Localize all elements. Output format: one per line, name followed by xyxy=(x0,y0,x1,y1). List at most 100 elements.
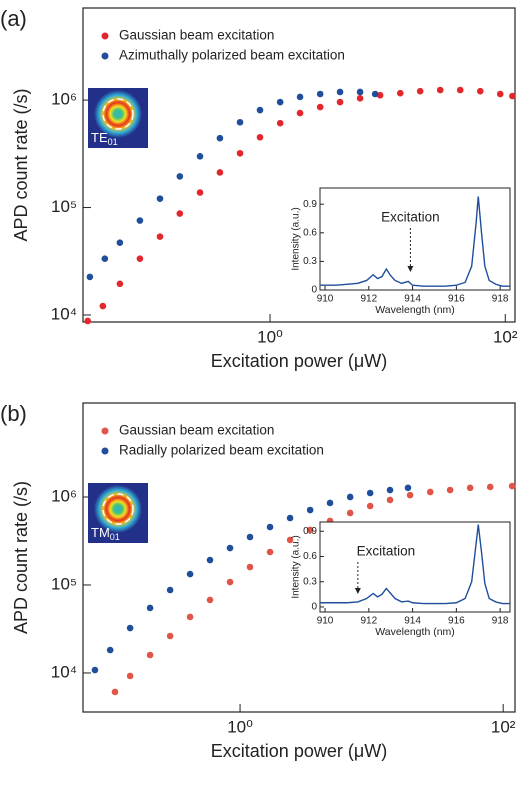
y-tick-label: 10⁵ xyxy=(51,197,77,216)
x-tick-label: 910 xyxy=(317,616,334,627)
x-tick-label: 918 xyxy=(492,616,509,627)
x-tick-label: 918 xyxy=(492,294,509,305)
annotation-arrowhead xyxy=(354,588,361,594)
data-point xyxy=(246,563,254,571)
mode-label-sub: 01 xyxy=(110,532,120,542)
y-tick-label: 10⁵ xyxy=(51,574,77,593)
data-point xyxy=(156,233,164,240)
y-axis-label: Intensity (a.u.) xyxy=(291,207,302,270)
x-axis-label: Wavelength (nm) xyxy=(375,304,455,316)
x-axis-label: Excitation power (μW) xyxy=(211,351,387,371)
data-point xyxy=(336,88,344,96)
data-point xyxy=(116,280,124,288)
data-point xyxy=(346,509,354,517)
data-point xyxy=(186,570,194,578)
x-tick-label: 912 xyxy=(360,294,377,305)
mode-label-sub: 01 xyxy=(108,137,118,147)
data-point xyxy=(256,133,264,141)
data-point xyxy=(166,632,174,640)
legend-label: Gaussian beam excitation xyxy=(119,28,274,43)
y-tick-label: 0 xyxy=(311,602,317,613)
mode-label: TE01 xyxy=(91,130,118,147)
data-point xyxy=(226,578,234,586)
y-tick-label: 0 xyxy=(311,285,317,296)
mode-label-main: TE xyxy=(91,130,108,145)
inset-frame xyxy=(319,521,511,613)
y-tick-label: 0.3 xyxy=(303,576,317,587)
data-point xyxy=(266,548,274,556)
data-point xyxy=(371,90,379,98)
data-point xyxy=(136,255,144,262)
data-point xyxy=(396,89,404,97)
data-point xyxy=(136,217,144,224)
data-point xyxy=(196,189,204,196)
spectrum-line xyxy=(320,524,510,605)
annotation-label: Excitation xyxy=(357,544,416,559)
legend-marker xyxy=(101,32,109,40)
mode-arrows xyxy=(102,493,134,525)
data-point xyxy=(226,544,234,552)
data-point xyxy=(286,514,294,522)
data-point xyxy=(436,86,444,94)
mode-image xyxy=(94,485,142,533)
annotation-arrowhead xyxy=(407,266,414,272)
x-tick-label: 916 xyxy=(448,294,465,305)
data-point xyxy=(456,86,464,94)
data-point xyxy=(206,556,214,564)
data-point xyxy=(176,173,184,180)
panel-label: (b) xyxy=(0,401,27,426)
data-point xyxy=(146,651,154,659)
mode-label: TM01 xyxy=(91,525,120,542)
y-tick-label: 10⁶ xyxy=(51,486,77,505)
plot-frame xyxy=(82,7,516,323)
data-point xyxy=(176,210,184,217)
data-point xyxy=(306,506,314,514)
data-point xyxy=(296,109,304,117)
x-tick-label: 10⁰ xyxy=(257,327,283,346)
data-point xyxy=(356,94,364,102)
mode-image xyxy=(94,90,142,138)
data-point xyxy=(286,536,294,544)
data-point xyxy=(99,302,107,310)
mode-arrows xyxy=(102,98,134,130)
data-point xyxy=(476,87,484,95)
data-point xyxy=(236,149,244,157)
data-point xyxy=(186,613,194,621)
data-point xyxy=(216,169,224,176)
y-tick-label: 10⁶ xyxy=(51,90,77,109)
data-point xyxy=(84,317,92,325)
data-point xyxy=(86,273,94,281)
x-tick-label: 914 xyxy=(404,616,421,627)
y-tick-label: 10⁴ xyxy=(51,662,77,681)
mode-label-main: TM xyxy=(91,525,110,540)
data-point xyxy=(196,152,204,160)
panel-label: (a) xyxy=(0,6,27,31)
x-tick-label: 10⁰ xyxy=(227,717,253,736)
data-point xyxy=(416,87,424,95)
data-point xyxy=(306,526,314,534)
y-tick-label: 10⁴ xyxy=(51,304,77,323)
data-point xyxy=(366,489,374,497)
data-point xyxy=(406,491,414,499)
y-tick-label: 0.3 xyxy=(303,256,317,267)
data-point xyxy=(216,134,224,142)
data-point xyxy=(446,486,454,494)
data-point xyxy=(356,88,364,96)
data-point xyxy=(276,98,284,106)
legend-marker xyxy=(101,427,109,435)
legend-marker xyxy=(101,52,109,60)
legend-marker xyxy=(101,447,109,455)
x-tick-label: 912 xyxy=(360,616,377,627)
x-tick-label: 10² xyxy=(493,327,518,346)
data-point xyxy=(256,106,264,114)
data-point xyxy=(336,98,344,106)
data-point xyxy=(126,624,134,632)
data-point xyxy=(276,119,284,127)
data-point xyxy=(166,586,174,594)
data-point xyxy=(486,483,494,491)
data-point xyxy=(496,90,504,98)
y-tick-label: 0.9 xyxy=(303,526,317,537)
data-point xyxy=(236,118,244,126)
data-point xyxy=(146,604,154,612)
